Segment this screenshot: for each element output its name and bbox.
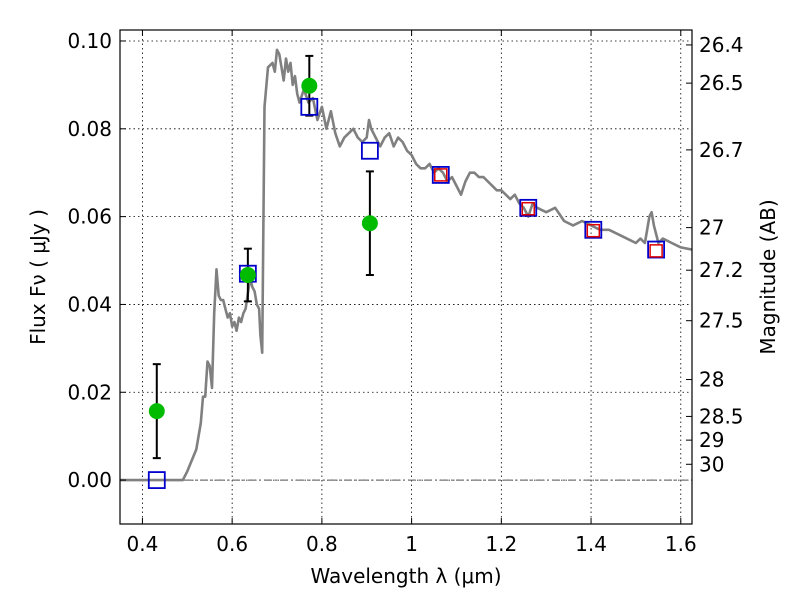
y-tick-label: 0.00 <box>67 468 112 492</box>
x-tick-label: 1.2 <box>485 532 517 556</box>
x-axis-label: Wavelength λ (μm) <box>310 564 501 588</box>
inner-photometry-box <box>434 168 448 182</box>
observed-flux-point <box>361 215 378 232</box>
y2-tick-label: 27 <box>699 216 724 240</box>
observed-flux-point <box>239 267 256 284</box>
y2-tick-label: 27.5 <box>699 309 744 333</box>
y-tick-label: 0.10 <box>67 29 112 53</box>
inner-photometry-box <box>649 244 663 258</box>
inner-photometry-box <box>521 201 536 216</box>
x-tick-label: 0.6 <box>216 532 248 556</box>
y2-tick-label: 26.4 <box>699 33 744 57</box>
x-tick-label: 1.4 <box>575 532 607 556</box>
x-tick-label: 0.8 <box>306 532 338 556</box>
y2-tick-label: 28.5 <box>699 404 744 428</box>
secondary-y-axis-label: Magnitude (AB) <box>756 199 780 354</box>
axis-ticks: 0.4 0.6 0.8 1 1.2 1.4 1.6 0.00 0.02 0.04 0.06 0.08 0… <box>67 29 743 556</box>
x-tick-label: 0.4 <box>127 532 159 556</box>
model-photometry-box <box>431 166 450 184</box>
observed-flux-point <box>148 403 165 420</box>
y2-tick-label: 26.7 <box>699 138 744 162</box>
sed-model-line <box>120 48 692 482</box>
y2-tick-label: 30 <box>699 452 724 476</box>
model-photometry-box <box>584 220 603 239</box>
y-tick-label: 0.04 <box>67 292 112 316</box>
y-axis-label: Flux Fν ( μJy ) <box>26 209 50 345</box>
inner-photometry-box <box>586 223 601 238</box>
sed-line-group <box>120 48 692 482</box>
y2-tick-label: 28 <box>699 368 724 392</box>
y2-tick-label: 26.5 <box>699 71 744 95</box>
model-photometry-box <box>360 141 379 160</box>
y-tick-label: 0.08 <box>67 117 112 141</box>
x-tick-label: 1.6 <box>665 532 697 556</box>
plot-frame <box>119 29 693 525</box>
y-tick-label: 0.06 <box>67 205 112 229</box>
y2-tick-label: 27.2 <box>699 258 744 282</box>
y2-tick-label: 29 <box>699 428 724 452</box>
observed-flux-point <box>301 77 318 94</box>
x-tick-label: 1 <box>405 532 418 556</box>
model-photometry-box <box>519 198 538 217</box>
y-tick-label: 0.02 <box>67 380 112 404</box>
plot-area <box>120 48 692 489</box>
model-photometry-box <box>300 97 319 116</box>
model-photometry-box <box>147 471 166 489</box>
